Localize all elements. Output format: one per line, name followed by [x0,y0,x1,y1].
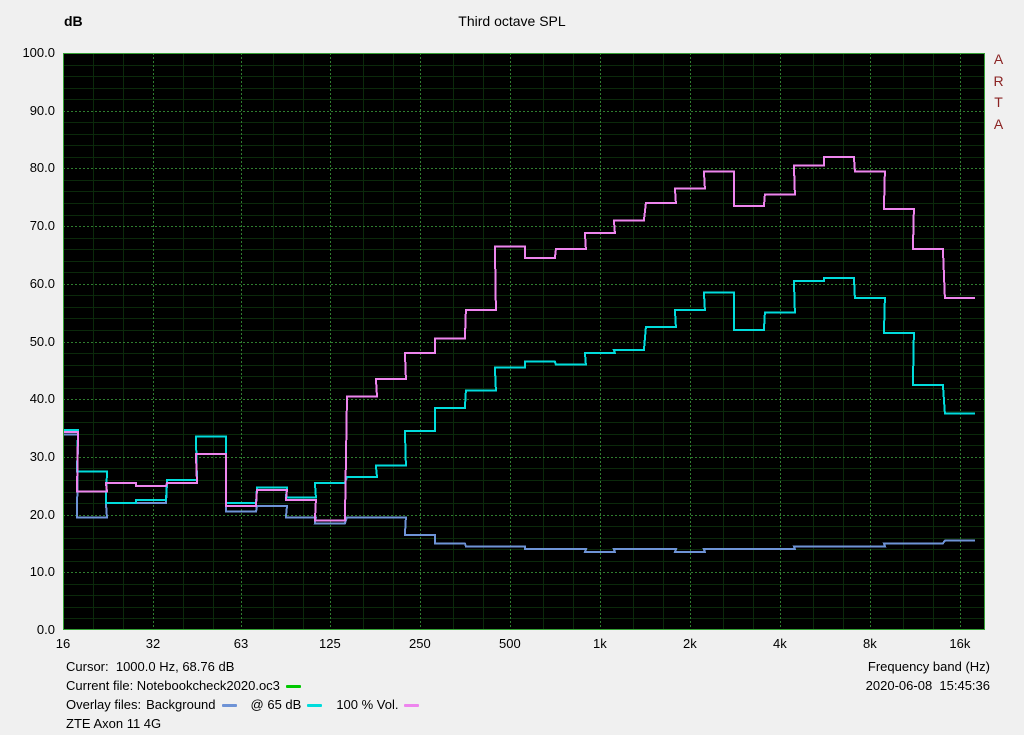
y-tick-label: 50.0 [29,333,55,349]
x-tick-label: 2k [683,636,697,651]
background-legend-marker [221,704,237,707]
x-tick-label: 32 [145,636,161,651]
arta-watermark: ARTA [993,51,1004,132]
overlay-files-label: Overlay files: [66,697,142,712]
chart-title: Third octave SPL [458,13,566,29]
y-tick-label: 30.0 [29,448,55,464]
overlay-100vol-label: 100 % Vol. [336,697,399,712]
status-row-overlays: Overlay files: Background @ 65 dB 100 % … [66,696,990,713]
x-tick-label: 1k [593,636,607,651]
current-file-legend-marker [285,685,301,688]
curve-100-vol [63,155,975,522]
y-tick-label: 100.0 [22,45,55,60]
x-tick-label: 125 [319,636,341,651]
status-row-current-file: Current file: Notebookcheck2020.oc3 2020… [66,677,990,694]
device-name-label: ZTE Axon 11 4G [66,716,162,731]
y-tick-label: 80.0 [29,160,55,176]
x-tick-label: 16k [949,636,971,651]
x-tick-label: 8k [863,636,877,651]
y-tick-label: 90.0 [29,102,55,118]
y-tick-label: 40.0 [29,391,55,407]
x-tick-label: 4k [773,636,787,651]
y-tick-label: 60.0 [29,275,55,291]
datetime-label: 2020-06-08 15:45:36 [865,678,990,693]
spl-plot-area[interactable] [63,53,985,630]
plot-background [63,53,985,630]
x-tick-label: 250 [409,636,431,651]
vol-100-legend-marker [404,704,420,707]
x-tick-label: 16 [55,636,71,651]
x-axis-title: Frequency band (Hz) [867,659,990,674]
y-tick-label: 10.0 [29,564,55,580]
y-tick-label: 70.0 [29,218,55,234]
curve-65-db [63,277,975,505]
current-file-label: Current file: Notebookcheck2020.oc3 [66,678,280,693]
y-tick-label: 20.0 [29,506,55,522]
at-65db-legend-marker [307,704,323,707]
x-tick-label: 63 [233,636,249,651]
overlay-background-label: Background [146,697,216,712]
overlay-65db-label: @ 65 dB [250,697,302,712]
plot-frame [63,53,985,630]
y-tick-label: 0.0 [36,622,55,637]
status-row-device: ZTE Axon 11 4G [66,715,990,732]
cursor-readout: Cursor: 1000.0 Hz, 68.76 dB [66,659,235,674]
x-tick-label: 500 [499,636,521,651]
y-axis-unit-label: dB [64,13,83,29]
status-row-cursor: Cursor: 1000.0 Hz, 68.76 dB Frequency ba… [66,658,990,675]
